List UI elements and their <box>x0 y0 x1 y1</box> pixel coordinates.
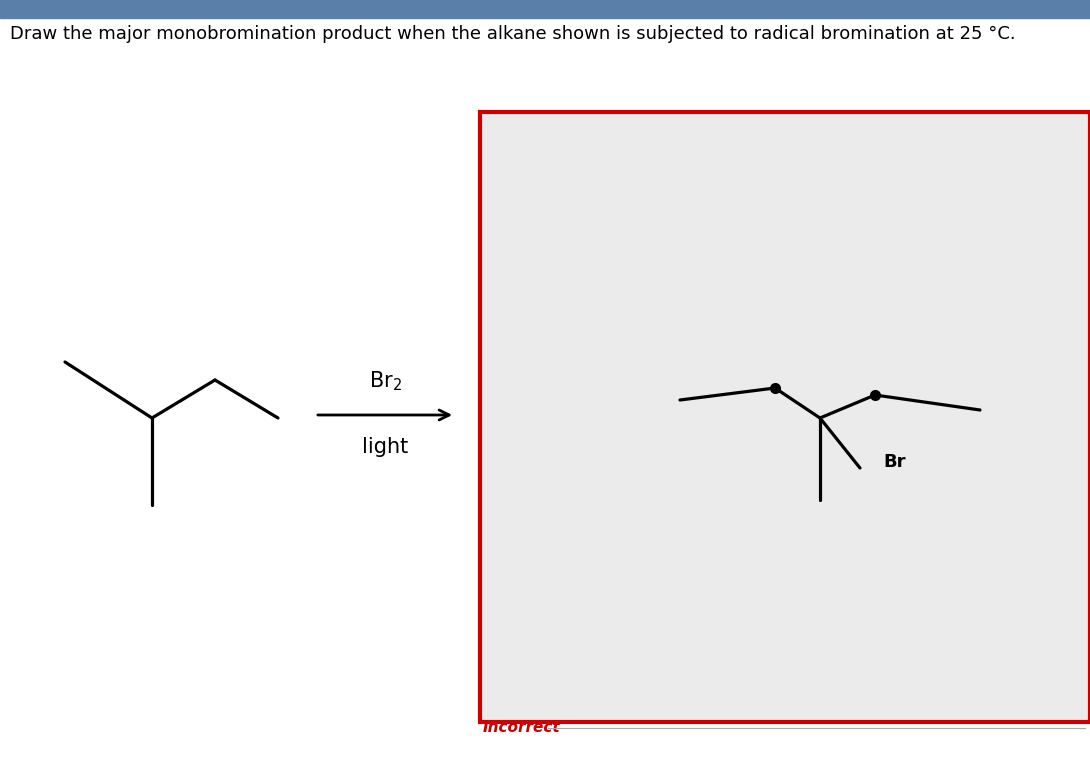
Bar <box>480 112 1090 722</box>
Text: light: light <box>362 437 408 457</box>
Bar <box>0 0 1090 18</box>
Text: Draw the major monobromination product when the alkane shown is subjected to rad: Draw the major monobromination product w… <box>10 25 1016 43</box>
Text: Br$_2$: Br$_2$ <box>368 369 401 393</box>
Text: Incorrect: Incorrect <box>483 720 560 736</box>
Text: Br: Br <box>883 453 906 471</box>
